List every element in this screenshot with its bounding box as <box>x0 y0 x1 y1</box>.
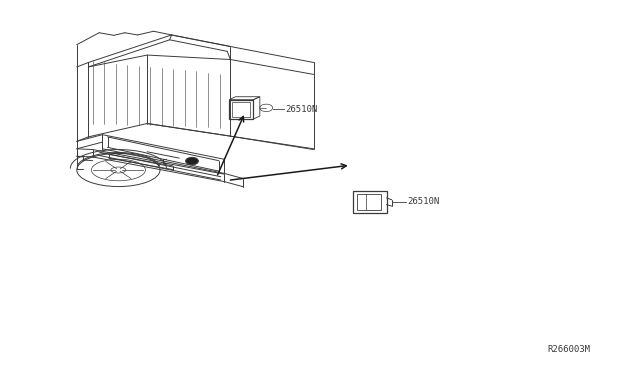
Bar <box>357 194 381 210</box>
Bar <box>353 191 387 213</box>
Bar <box>232 102 250 117</box>
Bar <box>229 100 253 119</box>
Circle shape <box>186 157 198 165</box>
Text: R266003M: R266003M <box>547 345 590 354</box>
Text: 26510N: 26510N <box>407 198 439 206</box>
Text: 26510N: 26510N <box>285 105 317 114</box>
